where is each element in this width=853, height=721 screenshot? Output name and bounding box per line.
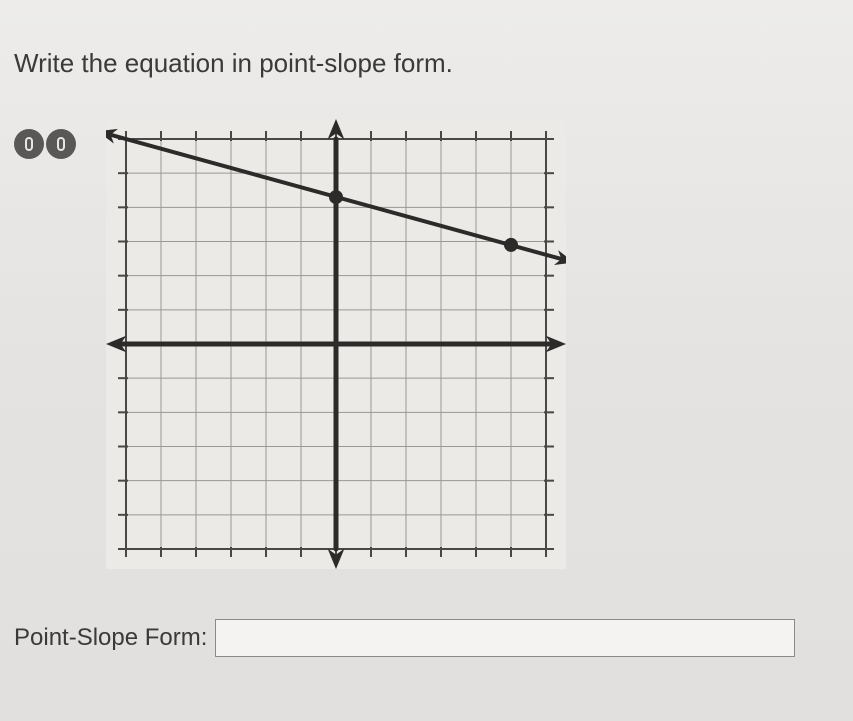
content-row bbox=[0, 119, 853, 569]
graph-svg bbox=[106, 119, 566, 569]
hint-badge-1[interactable] bbox=[14, 129, 44, 159]
question-prompt: Write the equation in point-slope form. bbox=[0, 48, 853, 79]
answer-input[interactable] bbox=[215, 619, 795, 657]
question-page: Write the equation in point-slope form. … bbox=[0, 0, 853, 721]
badge-icon bbox=[25, 137, 33, 151]
hint-badges bbox=[14, 129, 76, 159]
badge-icon bbox=[57, 137, 65, 151]
coordinate-graph bbox=[106, 119, 566, 569]
answer-label: Point-Slope Form: bbox=[14, 624, 207, 652]
hint-badge-2[interactable] bbox=[46, 129, 76, 159]
answer-row: Point-Slope Form: bbox=[0, 619, 853, 657]
